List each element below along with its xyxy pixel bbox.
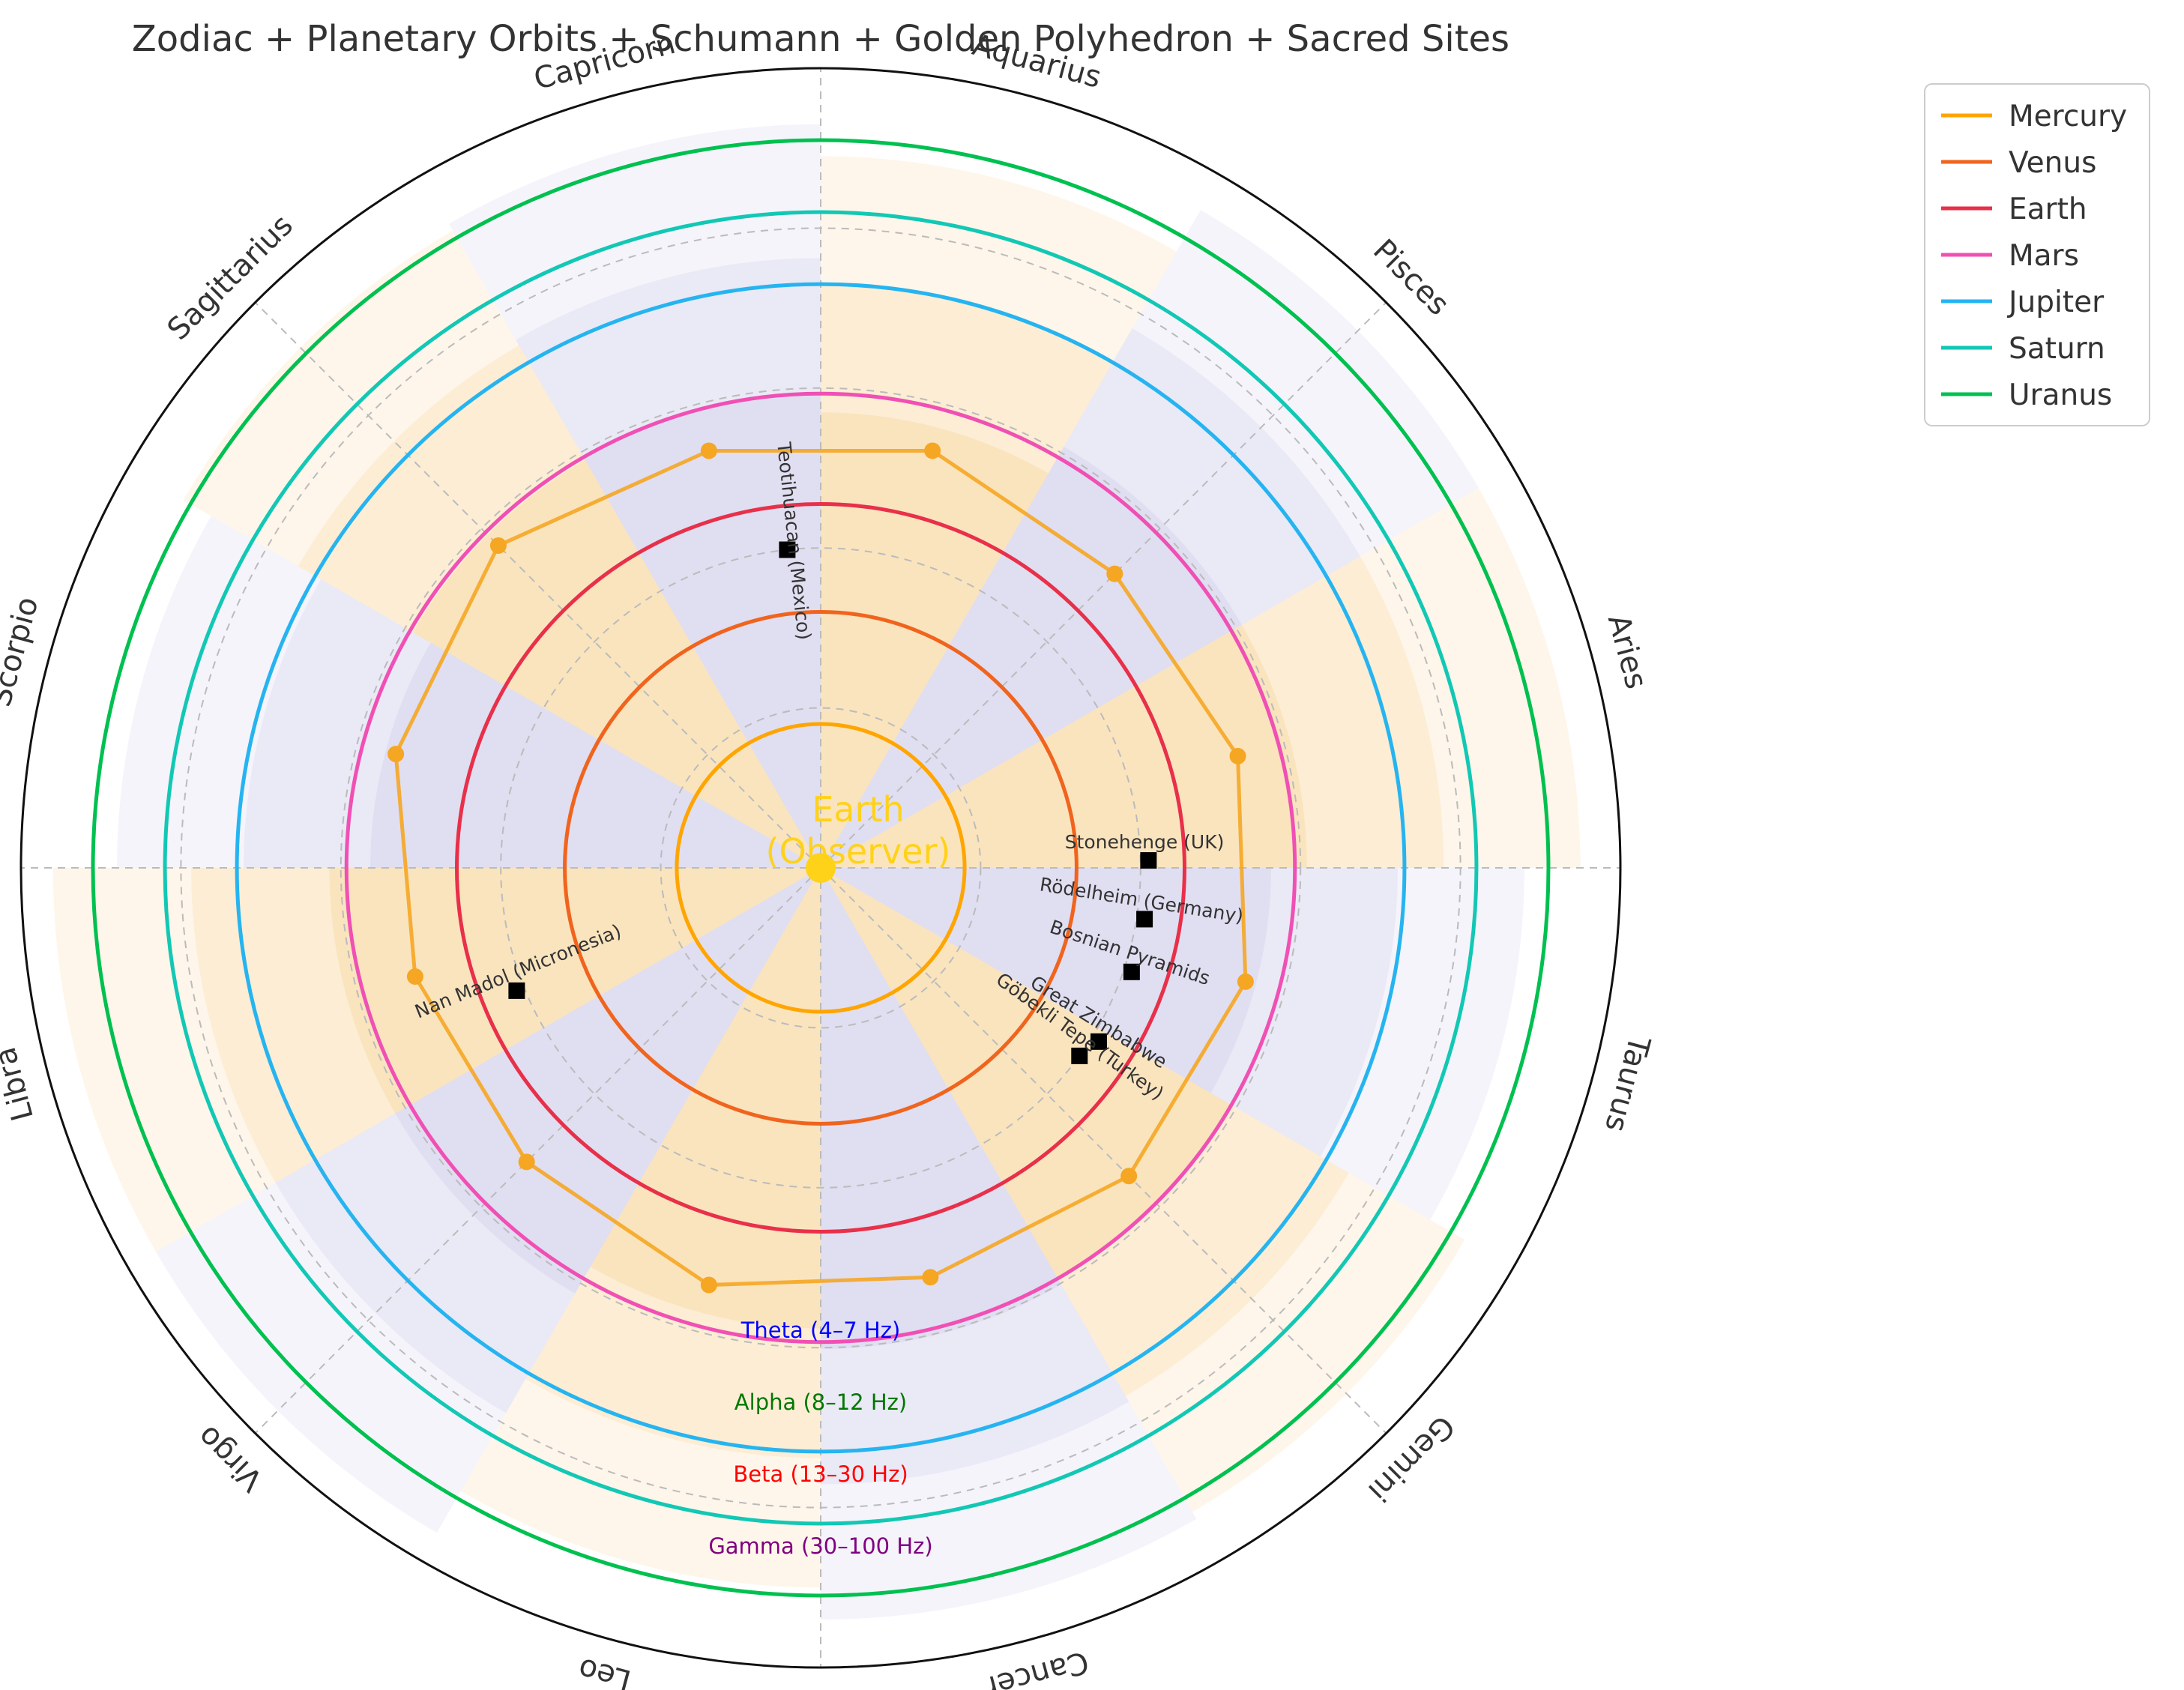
- zodiac-sector-aries: [821, 488, 1581, 868]
- observer-marker: [806, 853, 836, 883]
- zodiac-label-scorpio: Scorpio: [0, 594, 45, 710]
- legend-label-mercury: Mercury: [2009, 100, 2127, 133]
- orbit-jupiter: [235, 282, 1407, 1454]
- polyhedron-vertex-9: [700, 1276, 717, 1294]
- band-label-gamma-30-100-hz: Gamma (30–100 Hz): [708, 1533, 932, 1559]
- zodiac-sector-capricorn: [516, 258, 821, 868]
- grid-circle-1: [660, 707, 982, 1029]
- band-label-theta-4-7-hz: Theta (4–7 Hz): [740, 1318, 901, 1343]
- polar-grid: [19, 67, 1622, 1669]
- orbit-mercury: [675, 722, 967, 1014]
- polyhedron-vertex-8: [518, 1153, 535, 1171]
- site-label-stonehenge-uk: Stonehenge (UK): [1065, 831, 1225, 853]
- site-marker-teotihuacan-mexico: [779, 541, 796, 558]
- zodiac-sector-libra: [329, 868, 821, 1114]
- zodiac-sector-leo: [460, 868, 821, 1588]
- brainwave-band-labels: Theta (4–7 Hz) Alpha (8–12 Hz) Beta (13–30…: [708, 1318, 932, 1559]
- polyhedron-vertex-12: [1237, 973, 1254, 990]
- zodiac-label-leo: Leo: [575, 1651, 635, 1690]
- zodiac-sector-scorpio: [117, 516, 821, 868]
- site-marker-r-delheim-germany: [1136, 911, 1153, 928]
- zodiac-label-pisces: Pisces: [1366, 233, 1456, 322]
- zodiac-label-libra: Libra: [0, 1043, 40, 1124]
- zodiac-sector-taurus: [821, 868, 1524, 1220]
- zodiac-sector-capricorn: [582, 391, 821, 868]
- zodiac-label-cancer: Cancer: [981, 1644, 1092, 1690]
- site-marker-great-zimbabwe: [1090, 1033, 1107, 1050]
- orbit-mars: [344, 391, 1297, 1345]
- grid-radial-45: [820, 301, 1387, 869]
- zodiac-label-virgo: Virgo: [191, 1419, 271, 1498]
- polyhedron-vertex-11: [1120, 1168, 1138, 1185]
- grid-radial-135: [254, 301, 821, 869]
- zodiac-sector-aries: [821, 624, 1307, 868]
- legend: Mercury Venus Earth Mars Jupiter Saturn Uranus: [1924, 83, 2150, 426]
- polyhedron-vertex-6: [387, 746, 405, 763]
- grid-radial-315: [820, 867, 1387, 1434]
- legend-label-saturn: Saturn: [2009, 332, 2105, 366]
- center-label-line1: Earth: [812, 789, 904, 830]
- legend-label-jupiter: Jupiter: [2006, 286, 2105, 319]
- band-label-beta-13-30-hz: Beta (13–30 Hz): [733, 1461, 908, 1487]
- legend-label-uranus: Uranus: [2009, 378, 2112, 412]
- zodiac-sector-leo: [525, 868, 821, 1458]
- site-marker-bosnian-pyramids: [1123, 963, 1140, 980]
- zodiac-sector-cancer: [821, 868, 1197, 1620]
- polyhedron-vertex-2: [1106, 565, 1123, 582]
- site-marker-stonehenge-uk: [1140, 852, 1157, 869]
- orbit-earth: [455, 502, 1186, 1234]
- legend-frame: [1924, 83, 2150, 426]
- orbit-venus: [563, 610, 1079, 1126]
- legend-label-mars: Mars: [2009, 239, 2079, 273]
- legend-label-venus: Venus: [2009, 146, 2096, 180]
- zodiac-sector-taurus: [821, 868, 1398, 1156]
- zodiac-sector-gemini: [821, 868, 1465, 1512]
- site-marker-nan-madol-micronesia: [508, 982, 525, 999]
- zodiac-sector-libra: [191, 868, 821, 1183]
- zodiac-label-aries: Aries: [1601, 611, 1653, 692]
- orbit-saturn: [163, 210, 1479, 1526]
- zodiac-label-taurus: Taurus: [1598, 1031, 1656, 1135]
- zodiac-sector-scorpio: [370, 642, 821, 868]
- planetary-orbits: [91, 138, 1551, 1598]
- polyhedron-vertex-1: [1229, 747, 1246, 764]
- grid-circle-3: [340, 387, 1302, 1349]
- zodiac-sector-cancer: [821, 868, 1129, 1485]
- polyhedron-vertex-10: [922, 1269, 939, 1286]
- observer-center: Earth (Observer): [766, 789, 951, 883]
- chart-title: Zodiac + Planetary Orbits + Schumann + G…: [132, 18, 1509, 60]
- legend-label-earth: Earth: [2009, 193, 2087, 226]
- zodiac-sector-aquarius: [821, 284, 1113, 868]
- polyhedron-vertex-4: [700, 442, 717, 459]
- polyhedron-vertex-5: [489, 537, 507, 554]
- zodiac-sector-aquarius: [821, 156, 1177, 868]
- site-marker-g-bekli-tepe-turkey: [1071, 1047, 1088, 1064]
- orbit-uranus: [91, 138, 1551, 1598]
- polyhedron-vertex-3: [924, 442, 941, 459]
- polar-frame: [19, 67, 1622, 1669]
- polyhedron-vertex-7: [406, 968, 423, 985]
- zodiac-sector-taurus: [821, 868, 1271, 1093]
- zodiac-sector-cancer: [821, 868, 1061, 1349]
- grid-radial-225: [254, 867, 821, 1434]
- center-label-line2: (Observer): [766, 831, 951, 872]
- golden-polyhedron: [387, 442, 1254, 1294]
- zodiac-sector-capricorn: [448, 124, 821, 868]
- zodiac-sector-scorpio: [244, 579, 821, 868]
- band-label-alpha-8-12-hz: Alpha (8–12 Hz): [734, 1389, 907, 1415]
